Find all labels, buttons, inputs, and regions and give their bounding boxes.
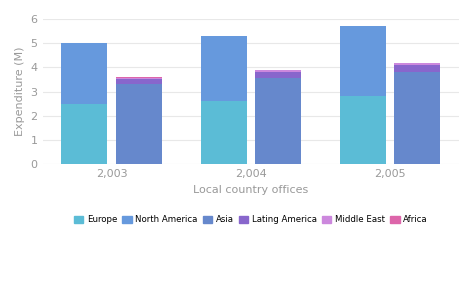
Bar [255,72,301,78]
Bar [116,77,162,79]
Bar [394,63,440,65]
Bar [116,84,162,164]
X-axis label: Local country offices: Local country offices [193,184,309,195]
Y-axis label: Expenditure (M): Expenditure (M) [15,47,25,136]
Legend: Europe, North America, Asia, Lating America, Middle East, Africa: Europe, North America, Asia, Lating Amer… [71,212,431,228]
Bar [62,104,108,164]
Bar [62,43,108,104]
Bar [255,78,301,164]
Bar [340,26,386,97]
Bar [255,70,301,72]
Bar [394,72,440,164]
Bar [201,101,246,164]
Bar [201,36,246,101]
Bar [394,65,440,72]
Bar [340,97,386,164]
Bar [116,79,162,84]
